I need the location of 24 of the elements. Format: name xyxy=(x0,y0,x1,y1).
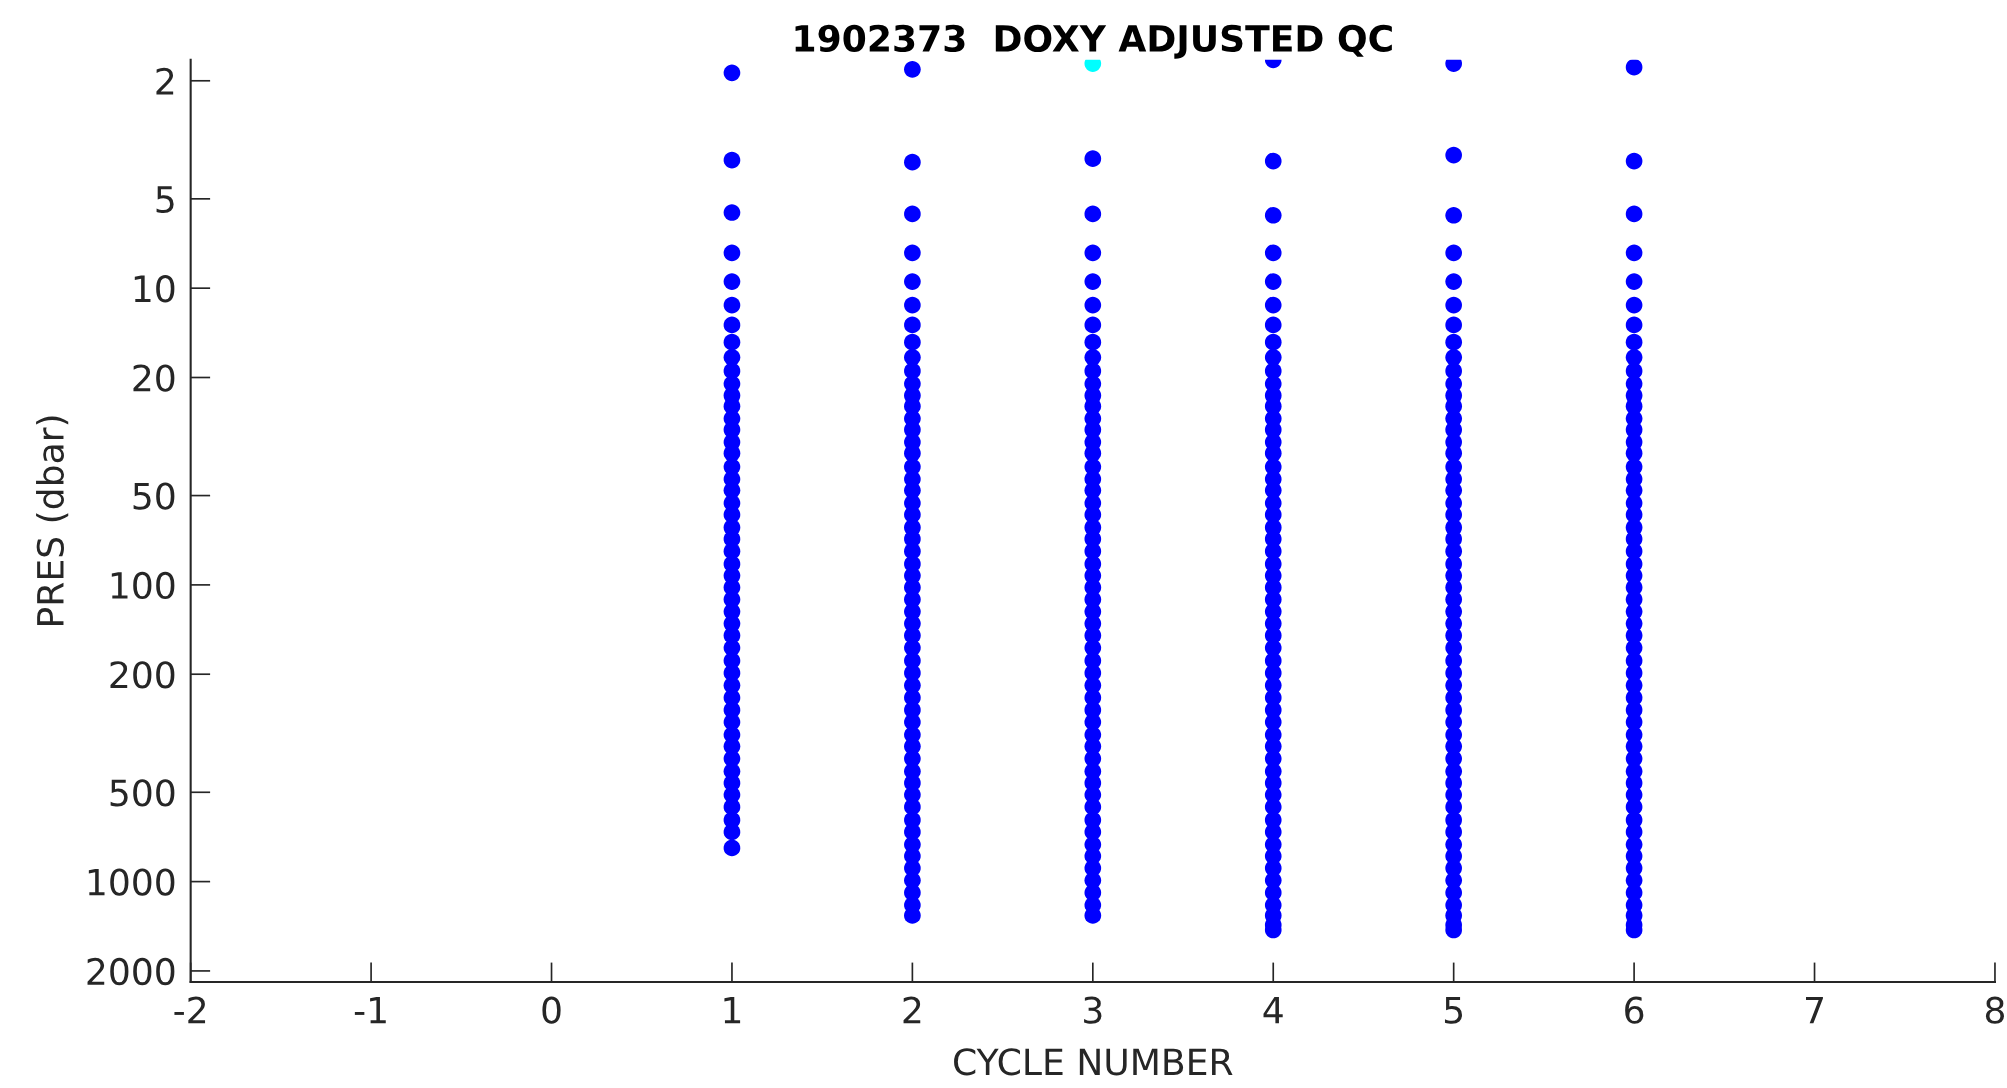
x-tick-label: -2 xyxy=(174,996,206,1024)
chart-title: 1902373 DOXY ADJUSTED QC xyxy=(795,24,1392,59)
y-tick-label: 1000 xyxy=(88,868,175,896)
x-tick-label: 1 xyxy=(724,997,741,1024)
y-tick-label: 2000 xyxy=(87,957,175,986)
x-axis-title: CYCLE NUMBER xyxy=(954,1048,1233,1076)
y-tick-label: 200 xyxy=(110,661,175,689)
x-tick-label: -1 xyxy=(354,997,386,1024)
y-axis-title: PRES (dbar) xyxy=(36,416,69,625)
x-tick-label: 5 xyxy=(1444,997,1462,1024)
x-tick-label: 7 xyxy=(1806,997,1823,1024)
x-tick-label: 2 xyxy=(903,996,921,1024)
x-tick-label: 8 xyxy=(1985,996,2004,1024)
x-tick-label: 0 xyxy=(542,996,561,1024)
y-tick-label: 50 xyxy=(133,482,175,510)
y-tick-label: 2 xyxy=(156,67,174,95)
x-tick-label: 6 xyxy=(1625,996,1644,1024)
y-tick-label: 20 xyxy=(133,364,175,392)
y-tick-label: 500 xyxy=(110,779,175,807)
y-tick-label: 10 xyxy=(134,275,175,303)
y-tick-label: 5 xyxy=(156,186,174,214)
x-tick-label: 4 xyxy=(1263,997,1283,1024)
x-tick-label: 3 xyxy=(1084,996,1102,1024)
y-tick-label: 100 xyxy=(111,571,175,600)
